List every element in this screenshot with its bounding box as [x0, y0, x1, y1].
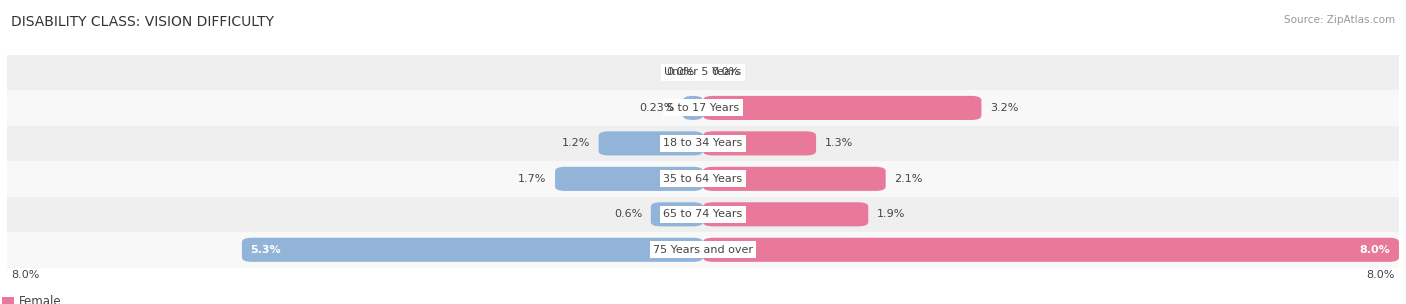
Text: 8.0%: 8.0% — [1367, 270, 1395, 280]
Text: 18 to 34 Years: 18 to 34 Years — [664, 138, 742, 148]
Text: 5 to 17 Years: 5 to 17 Years — [666, 103, 740, 113]
Legend: Male, Female: Male, Female — [0, 295, 62, 304]
FancyBboxPatch shape — [599, 131, 703, 155]
Text: 5.3%: 5.3% — [250, 245, 281, 255]
Text: 0.23%: 0.23% — [638, 103, 675, 113]
FancyBboxPatch shape — [703, 96, 981, 120]
Text: Under 5 Years: Under 5 Years — [665, 67, 741, 78]
FancyBboxPatch shape — [683, 96, 703, 120]
Text: 1.9%: 1.9% — [877, 209, 905, 219]
Text: 65 to 74 Years: 65 to 74 Years — [664, 209, 742, 219]
Text: 2.1%: 2.1% — [894, 174, 922, 184]
Text: Source: ZipAtlas.com: Source: ZipAtlas.com — [1284, 15, 1395, 25]
FancyBboxPatch shape — [555, 167, 703, 191]
FancyBboxPatch shape — [7, 126, 1399, 161]
FancyBboxPatch shape — [703, 202, 869, 226]
FancyBboxPatch shape — [242, 238, 703, 262]
FancyBboxPatch shape — [7, 232, 1399, 268]
Text: 35 to 64 Years: 35 to 64 Years — [664, 174, 742, 184]
FancyBboxPatch shape — [7, 90, 1399, 126]
FancyBboxPatch shape — [7, 197, 1399, 232]
FancyBboxPatch shape — [703, 238, 1399, 262]
Text: 8.0%: 8.0% — [1360, 245, 1391, 255]
Text: 75 Years and over: 75 Years and over — [652, 245, 754, 255]
Text: 1.2%: 1.2% — [561, 138, 591, 148]
FancyBboxPatch shape — [7, 55, 1399, 90]
Text: 3.2%: 3.2% — [990, 103, 1018, 113]
Text: 1.7%: 1.7% — [517, 174, 547, 184]
Text: 0.6%: 0.6% — [614, 209, 643, 219]
FancyBboxPatch shape — [651, 202, 703, 226]
Text: DISABILITY CLASS: VISION DIFFICULTY: DISABILITY CLASS: VISION DIFFICULTY — [11, 15, 274, 29]
FancyBboxPatch shape — [7, 161, 1399, 197]
Text: 1.3%: 1.3% — [825, 138, 853, 148]
FancyBboxPatch shape — [703, 167, 886, 191]
Text: 0.0%: 0.0% — [666, 67, 695, 78]
Text: 8.0%: 8.0% — [11, 270, 39, 280]
Text: 0.0%: 0.0% — [711, 67, 740, 78]
FancyBboxPatch shape — [703, 131, 815, 155]
